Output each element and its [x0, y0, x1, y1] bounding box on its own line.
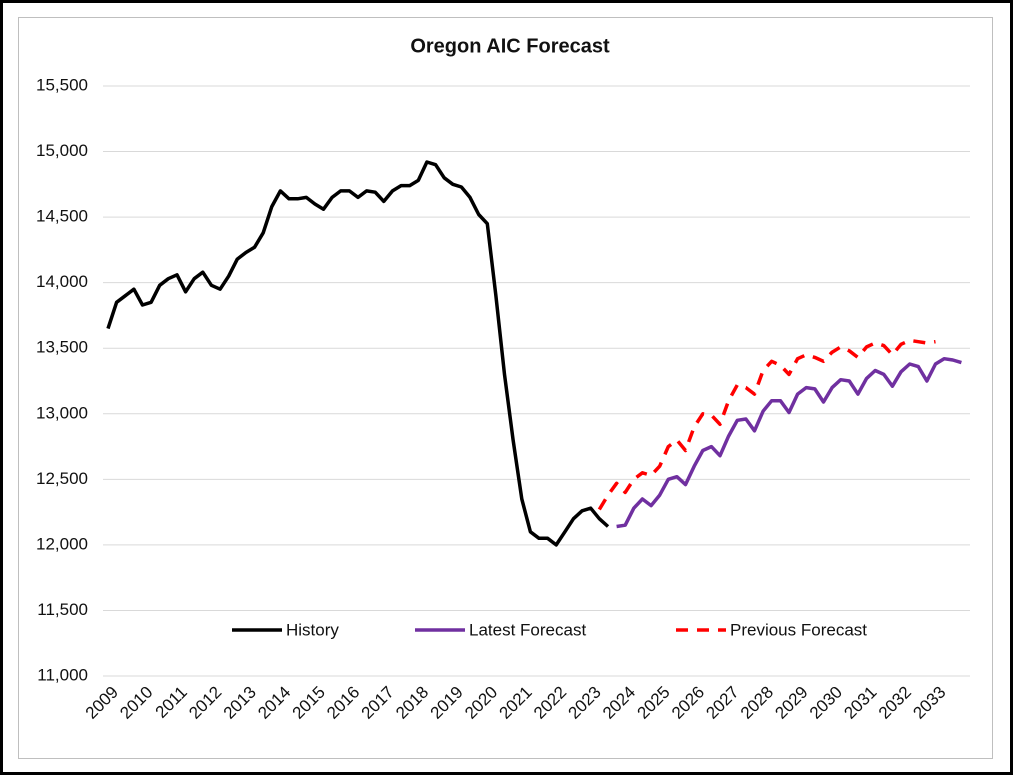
legend-label: Previous Forecast [730, 620, 867, 639]
legend-label: Latest Forecast [469, 620, 586, 639]
chart-title: Oregon AIC Forecast [410, 35, 610, 57]
series-line [616, 356, 962, 529]
y-tick-label: 12,000 [36, 534, 88, 553]
series-line [597, 338, 936, 511]
y-tick-label: 14,000 [36, 272, 88, 291]
series-line [106, 160, 610, 547]
y-tick-label: 14,500 [36, 207, 88, 226]
y-tick-label: 13,000 [36, 403, 88, 422]
legend-label: History [286, 620, 339, 639]
y-tick-label: 12,500 [36, 469, 88, 488]
y-tick-label: 11,500 [37, 600, 88, 619]
y-tick-label: 15,500 [36, 75, 88, 94]
y-tick-label: 11,000 [37, 665, 88, 684]
y-tick-label: 13,500 [36, 338, 88, 357]
y-tick-label: 15,000 [36, 141, 88, 160]
chart-area-border [18, 17, 993, 759]
